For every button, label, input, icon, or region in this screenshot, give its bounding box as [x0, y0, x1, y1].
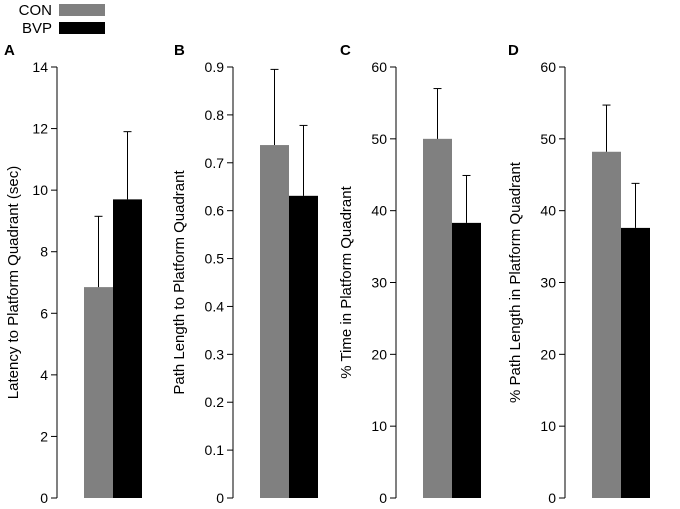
y-tick-label-b: 0.3: [205, 346, 225, 362]
bar-d-con: [592, 151, 621, 498]
y-tick-label-a: 0: [40, 490, 48, 506]
y-tick-label-a: 2: [40, 428, 48, 444]
y-tick-label-a: 12: [32, 121, 48, 137]
y-tick-label-b: 0.7: [205, 155, 225, 171]
y-tick-label-a: 10: [32, 182, 48, 198]
y-tick-label-c: 10: [371, 418, 387, 434]
y-tick-label-a: 14: [32, 59, 48, 75]
bar-a-con: [84, 287, 113, 498]
panel-c: C 0 10 20 30 40 50 60 % Time in Platform Quadran…: [338, 42, 481, 506]
y-tick-label-b: 0.5: [205, 251, 225, 267]
panel-label-a: A: [4, 42, 15, 59]
bar-b-bvp: [289, 195, 318, 498]
y-tick-label-c: 50: [371, 131, 387, 147]
y-tick-label-a: 4: [40, 367, 48, 383]
y-tick-label-a: 6: [40, 305, 48, 321]
y-tick-label-d: 50: [540, 131, 556, 147]
y-tick-label-c: 40: [371, 203, 387, 219]
panel-label-d: D: [508, 42, 519, 59]
panel-a: A 0 2 4 6 8 10 12 14 Latency to Platform Quadrant…: [4, 42, 142, 506]
y-axis-title-a: Latency to Platform Quadrant (sec): [5, 166, 22, 399]
bar-a-bvp: [113, 199, 142, 498]
y-tick-label-d: 60: [540, 59, 556, 75]
panel-d: D 0 10 20 30 40 50 60 % Path Length in Platform …: [507, 42, 650, 506]
bar-d-bvp: [621, 227, 650, 498]
bar-c-con: [423, 138, 452, 499]
y-tick-label-c: 20: [371, 346, 387, 362]
y-tick-label-b: 0: [216, 490, 224, 506]
y-axis-title-c: % Time in Platform Quadrant: [338, 185, 355, 378]
panel-b: B 0 0.1 0.2 0.3 0.4 0.5 0.6 0.7 0.8 0.9 Path Length…: [171, 42, 318, 506]
y-tick-label-b: 0.1: [205, 442, 225, 458]
y-axis-title-d: % Path Length in Platform Quadrant: [507, 161, 524, 403]
y-tick-label-b: 0.4: [205, 298, 225, 314]
y-tick-label-b: 0.8: [205, 107, 225, 123]
panel-label-c: C: [340, 42, 351, 59]
bar-c-bvp: [452, 222, 481, 498]
legend-label-con: CON: [19, 2, 52, 19]
y-tick-label-d: 0: [548, 490, 556, 506]
y-axis-title-b: Path Length to Platform Quadrant: [171, 170, 188, 395]
y-tick-label-c: 60: [371, 59, 387, 75]
legend: CON BVP: [19, 2, 105, 37]
y-tick-label-d: 10: [540, 418, 556, 434]
y-tick-label-c: 0: [379, 490, 387, 506]
y-tick-label-a: 8: [40, 244, 48, 260]
y-tick-label-b: 0.2: [205, 394, 225, 410]
panels: A 0 2 4 6 8 10 12 14 Latency to Platform Quadrant…: [4, 42, 650, 506]
y-tick-label-b: 0.6: [205, 203, 225, 219]
panel-label-b: B: [174, 42, 185, 59]
legend-swatch-con: [59, 4, 105, 16]
y-tick-label-b: 0.9: [205, 59, 225, 75]
y-tick-label-c: 30: [371, 275, 387, 291]
bar-b-con: [260, 145, 289, 498]
legend-label-bvp: BVP: [22, 20, 52, 37]
legend-swatch-bvp: [59, 22, 105, 34]
y-tick-label-d: 30: [540, 275, 556, 291]
y-tick-label-d: 20: [540, 346, 556, 362]
y-tick-label-d: 40: [540, 203, 556, 219]
